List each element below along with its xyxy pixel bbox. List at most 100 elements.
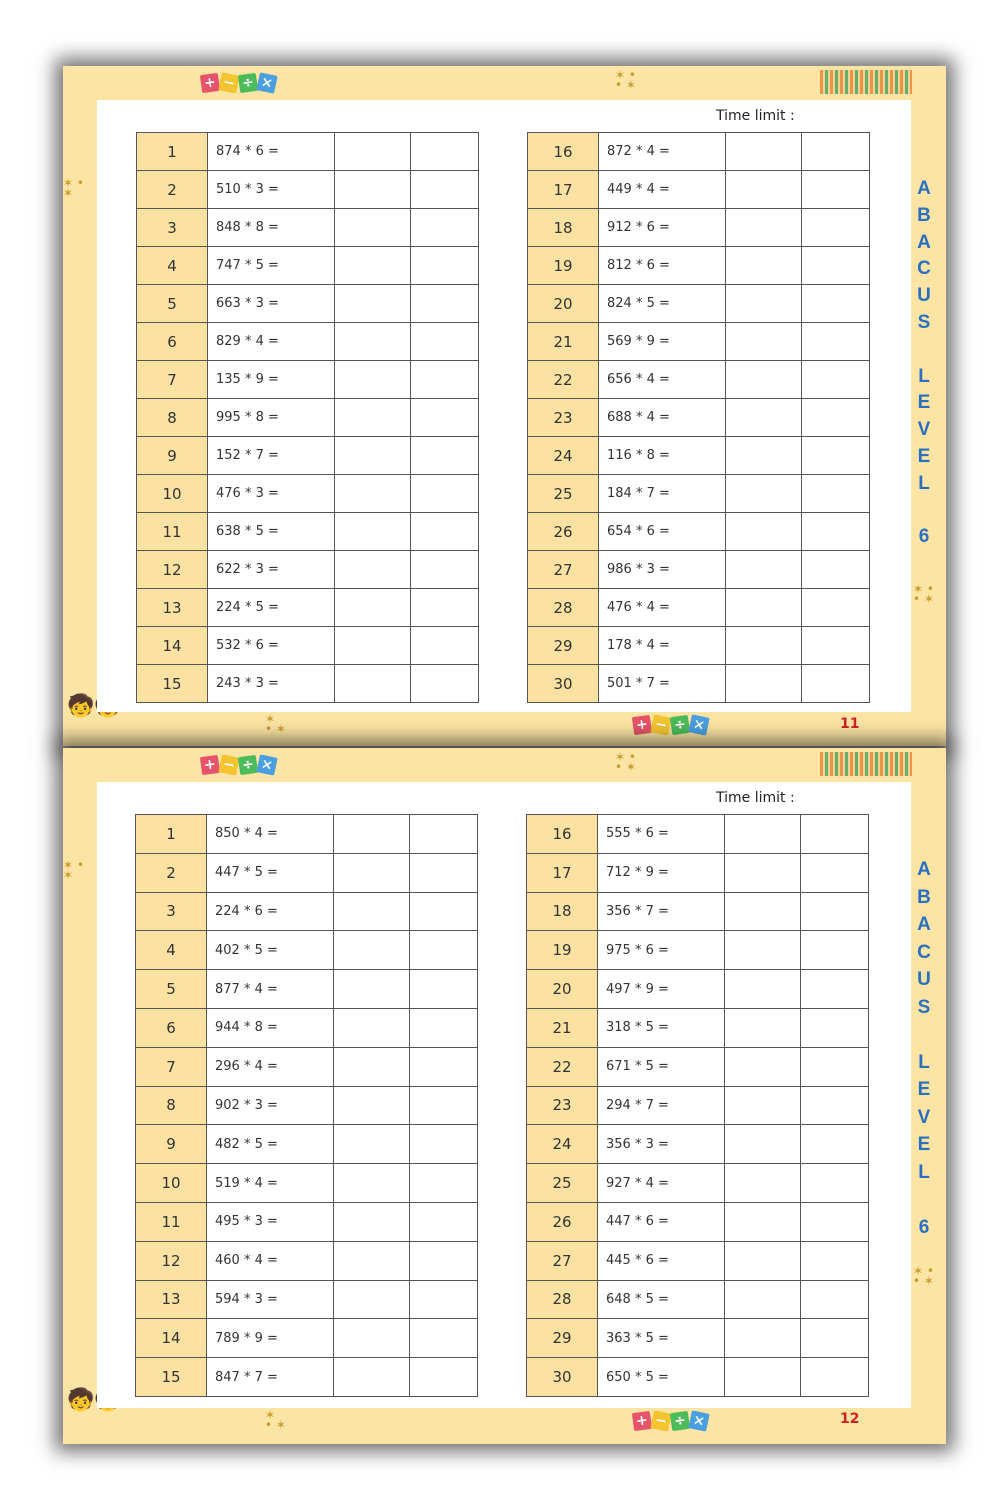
- answer-cell[interactable]: [334, 208, 411, 247]
- answer-cell[interactable]: [333, 1124, 410, 1165]
- answer-cell[interactable]: [333, 1279, 410, 1320]
- answer-cell[interactable]: [724, 1007, 801, 1048]
- answer-cell[interactable]: [801, 170, 870, 209]
- answer-cell[interactable]: [800, 969, 869, 1009]
- answer-cell[interactable]: [410, 170, 479, 209]
- answer-cell[interactable]: [334, 284, 411, 323]
- answer-cell[interactable]: [409, 930, 478, 971]
- answer-cell[interactable]: [333, 814, 410, 854]
- answer-cell[interactable]: [800, 1007, 869, 1048]
- answer-cell[interactable]: [801, 550, 870, 589]
- answer-cell[interactable]: [333, 891, 410, 932]
- answer-cell[interactable]: [333, 1357, 410, 1397]
- answer-cell[interactable]: [801, 322, 870, 361]
- answer-cell[interactable]: [410, 208, 479, 247]
- answer-cell[interactable]: [724, 1201, 801, 1242]
- answer-cell[interactable]: [800, 1124, 869, 1165]
- answer-cell[interactable]: [410, 398, 479, 437]
- answer-cell[interactable]: [409, 1046, 478, 1087]
- answer-cell[interactable]: [333, 1318, 410, 1359]
- answer-cell[interactable]: [725, 512, 802, 551]
- answer-cell[interactable]: [724, 930, 801, 971]
- answer-cell[interactable]: [725, 170, 802, 209]
- answer-cell[interactable]: [409, 969, 478, 1009]
- answer-cell[interactable]: [724, 1279, 801, 1320]
- answer-cell[interactable]: [725, 132, 802, 171]
- answer-cell[interactable]: [724, 1240, 801, 1281]
- answer-cell[interactable]: [801, 284, 870, 323]
- answer-cell[interactable]: [800, 1318, 869, 1359]
- answer-cell[interactable]: [800, 1163, 869, 1203]
- answer-cell[interactable]: [410, 132, 479, 171]
- answer-cell[interactable]: [725, 208, 802, 247]
- answer-cell[interactable]: [410, 360, 479, 399]
- answer-cell[interactable]: [333, 852, 410, 893]
- answer-cell[interactable]: [334, 550, 411, 589]
- answer-cell[interactable]: [334, 588, 411, 627]
- answer-cell[interactable]: [409, 1163, 478, 1203]
- answer-cell[interactable]: [410, 246, 479, 285]
- answer-cell[interactable]: [801, 626, 870, 665]
- answer-cell[interactable]: [801, 474, 870, 513]
- answer-cell[interactable]: [725, 246, 802, 285]
- answer-cell[interactable]: [800, 1240, 869, 1281]
- answer-cell[interactable]: [725, 398, 802, 437]
- answer-cell[interactable]: [800, 891, 869, 932]
- answer-cell[interactable]: [410, 322, 479, 361]
- answer-cell[interactable]: [410, 284, 479, 323]
- answer-cell[interactable]: [725, 664, 802, 703]
- answer-cell[interactable]: [409, 1279, 478, 1320]
- answer-cell[interactable]: [725, 550, 802, 589]
- answer-cell[interactable]: [800, 1201, 869, 1242]
- answer-cell[interactable]: [333, 1163, 410, 1203]
- answer-cell[interactable]: [410, 474, 479, 513]
- answer-cell[interactable]: [724, 1085, 801, 1126]
- answer-cell[interactable]: [409, 1201, 478, 1242]
- answer-cell[interactable]: [410, 436, 479, 475]
- answer-cell[interactable]: [410, 512, 479, 551]
- answer-cell[interactable]: [409, 852, 478, 893]
- answer-cell[interactable]: [334, 512, 411, 551]
- answer-cell[interactable]: [801, 436, 870, 475]
- answer-cell[interactable]: [409, 814, 478, 854]
- answer-cell[interactable]: [801, 664, 870, 703]
- answer-cell[interactable]: [409, 1085, 478, 1126]
- answer-cell[interactable]: [409, 1318, 478, 1359]
- answer-cell[interactable]: [725, 436, 802, 475]
- answer-cell[interactable]: [333, 969, 410, 1009]
- answer-cell[interactable]: [334, 170, 411, 209]
- answer-cell[interactable]: [334, 246, 411, 285]
- answer-cell[interactable]: [725, 626, 802, 665]
- answer-cell[interactable]: [334, 626, 411, 665]
- answer-cell[interactable]: [801, 208, 870, 247]
- answer-cell[interactable]: [410, 664, 479, 703]
- answer-cell[interactable]: [725, 360, 802, 399]
- answer-cell[interactable]: [725, 474, 802, 513]
- answer-cell[interactable]: [333, 930, 410, 971]
- answer-cell[interactable]: [333, 1201, 410, 1242]
- answer-cell[interactable]: [410, 588, 479, 627]
- answer-cell[interactable]: [801, 588, 870, 627]
- answer-cell[interactable]: [725, 588, 802, 627]
- answer-cell[interactable]: [334, 132, 411, 171]
- answer-cell[interactable]: [409, 1240, 478, 1281]
- answer-cell[interactable]: [800, 1279, 869, 1320]
- answer-cell[interactable]: [333, 1046, 410, 1087]
- answer-cell[interactable]: [409, 1124, 478, 1165]
- answer-cell[interactable]: [801, 398, 870, 437]
- answer-cell[interactable]: [334, 474, 411, 513]
- answer-cell[interactable]: [334, 360, 411, 399]
- answer-cell[interactable]: [333, 1085, 410, 1126]
- answer-cell[interactable]: [724, 1124, 801, 1165]
- answer-cell[interactable]: [724, 1318, 801, 1359]
- answer-cell[interactable]: [333, 1007, 410, 1048]
- answer-cell[interactable]: [800, 1357, 869, 1397]
- answer-cell[interactable]: [725, 322, 802, 361]
- answer-cell[interactable]: [724, 1163, 801, 1203]
- answer-cell[interactable]: [410, 550, 479, 589]
- answer-cell[interactable]: [334, 398, 411, 437]
- answer-cell[interactable]: [334, 664, 411, 703]
- answer-cell[interactable]: [800, 1085, 869, 1126]
- answer-cell[interactable]: [409, 891, 478, 932]
- answer-cell[interactable]: [334, 436, 411, 475]
